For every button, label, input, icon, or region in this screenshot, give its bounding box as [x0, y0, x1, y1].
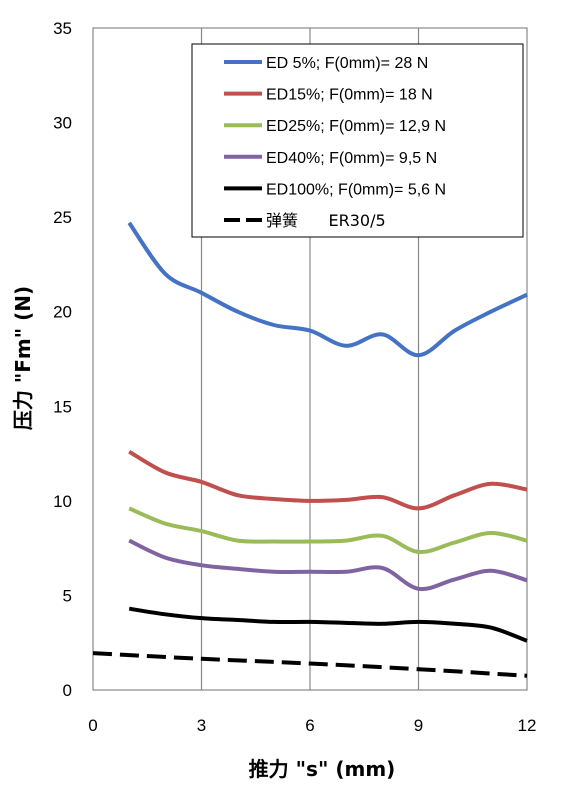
series-line-3: [128, 506, 528, 554]
series-line-2: [128, 449, 528, 511]
x-tick-label: 12: [518, 716, 537, 735]
y-tick-label: 0: [63, 681, 72, 700]
y-tick-label: 15: [53, 397, 72, 416]
legend-label-6: 弹簧 ER30/5: [266, 211, 386, 230]
legend-box: [191, 43, 524, 238]
y-tick-label: 20: [53, 303, 72, 322]
y-tick-label: 25: [53, 208, 72, 227]
x-tick-label: 9: [414, 716, 423, 735]
legend-label-1: ED 5%; F(0mm)= 28 N: [266, 55, 428, 72]
plot-area-border: [92, 27, 528, 691]
y-axis-title: 压力 "Fm" (N): [11, 286, 35, 430]
y-tick-label: 5: [63, 586, 72, 605]
series-line-4: [128, 538, 528, 592]
y-tick-label: 35: [53, 19, 72, 38]
series-line-1: [127, 221, 528, 358]
x-tick-label: 6: [305, 716, 314, 735]
series-line-6: [92, 651, 528, 678]
y-tick-label: 10: [53, 492, 72, 511]
x-axis-title: 推力 "s" (mm): [249, 757, 396, 781]
y-tick-label: 30: [53, 114, 72, 133]
series-line-5: [128, 606, 528, 643]
series-lines: [92, 221, 528, 678]
x-tick-label: 0: [88, 716, 97, 735]
legend: ED 5%; F(0mm)= 28 N ED15%; F(0mm)= 18 N ED…: [191, 43, 524, 238]
tick-labels: 0 5 10 15 20 25 30 35 0 3 6 9 12: [53, 19, 536, 735]
x-tick-label: 3: [197, 716, 206, 735]
legend-label-3: ED25%; F(0mm)= 12,9 N: [266, 118, 446, 135]
legend-label-4: ED40%; F(0mm)= 9,5 N: [266, 150, 437, 167]
legend-label-5: ED100%; F(0mm)= 5,6 N: [266, 181, 446, 198]
legend-label-2: ED15%; F(0mm)= 18 N: [266, 87, 433, 104]
